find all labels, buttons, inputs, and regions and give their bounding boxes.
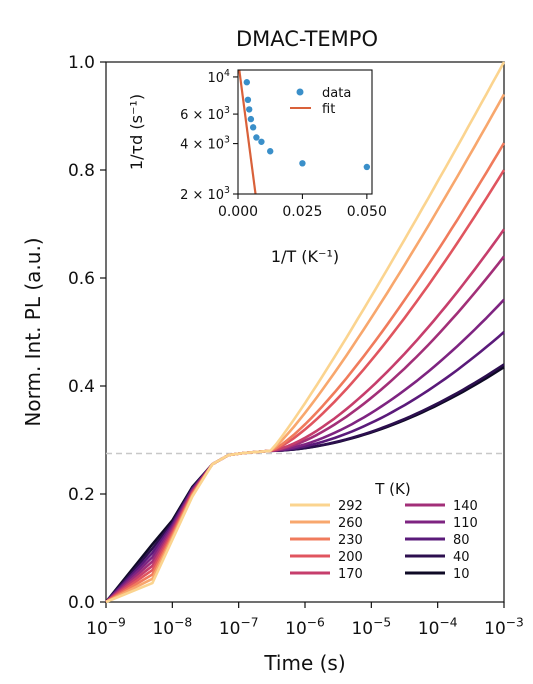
inset-data-point xyxy=(299,160,306,167)
main-legend: T (K) 292 260 230 200 170 140 110 80 40 10 xyxy=(290,480,478,582)
legend-title: T (K) xyxy=(374,480,410,498)
legend-label-260: 260 xyxy=(338,516,363,531)
legend-label-10: 10 xyxy=(453,567,470,582)
inset-y-axis-label: 1/τd (s⁻¹) xyxy=(127,94,146,170)
inset-x-axis-label: 1/T (K⁻¹) xyxy=(271,247,339,266)
inset-x-tick-label: 0.050 xyxy=(347,204,387,220)
legend-label-110: 110 xyxy=(453,516,478,531)
inset-data-point xyxy=(244,96,252,104)
inset-legend-data-marker xyxy=(296,88,304,96)
legend-label-200: 200 xyxy=(338,550,363,565)
y-tick-label: 0.4 xyxy=(68,377,95,397)
series-line-292K xyxy=(105,61,506,604)
y-tick-label: 0.2 xyxy=(68,485,95,505)
inset-background xyxy=(238,70,372,194)
x-tick-label: 10−5 xyxy=(351,615,391,639)
chart-title: DMAC-TEMPO xyxy=(236,27,378,51)
inset-data-point xyxy=(253,134,260,141)
series-line-230K xyxy=(105,142,506,604)
x-tick-label: 10−7 xyxy=(219,615,259,639)
inset-y-tick-label: 2 × 103 xyxy=(180,185,230,203)
inset-y-tick-label: 4 × 103 xyxy=(180,135,230,153)
inset-frame xyxy=(237,69,373,195)
y-tick-label: 1.0 xyxy=(68,53,95,73)
inset-data-point xyxy=(246,106,253,113)
inset-data-point xyxy=(258,138,265,145)
x-axis-label: Time (s) xyxy=(263,651,345,675)
y-tick-label: 0.8 xyxy=(68,161,95,181)
x-tick-label: 10−3 xyxy=(484,615,524,639)
legend-label-140: 140 xyxy=(453,499,478,514)
inset-axis-ticks: 0.000 0.025 0.050 2 × 103 4 × 103 6 × 103 104 xyxy=(180,68,387,220)
inset-data-point xyxy=(249,124,257,131)
main-axis-ticks: 10−9 10−8 10−7 10−6 10−5 10−4 10−3 0.0 0.2 0.4 0.6… xyxy=(68,53,524,639)
series-line-80K xyxy=(105,331,505,603)
x-tick-label: 10−9 xyxy=(86,615,126,639)
x-tick-label: 10−4 xyxy=(418,615,458,639)
inset-x-tick-label: 0.025 xyxy=(282,204,322,220)
main-series-lines xyxy=(104,61,506,604)
x-tick-label: 10−8 xyxy=(152,615,192,639)
inset-legend-data-label: data xyxy=(322,86,351,101)
legend-label-80: 80 xyxy=(453,533,470,548)
inset-fit-line xyxy=(238,69,257,195)
inset-legend-fit-label: fit xyxy=(322,102,335,117)
inset-y-tick-label: 6 × 103 xyxy=(180,105,230,123)
inset-data-point xyxy=(243,79,251,86)
inset-legend: data fit xyxy=(290,86,351,117)
inset-x-tick-label: 0.000 xyxy=(218,204,258,220)
inset-data-point xyxy=(267,148,274,155)
y-tick-label: 0.6 xyxy=(68,269,95,289)
legend-items: 292 260 230 200 170 140 110 80 40 10 xyxy=(290,499,478,582)
series-line-40K xyxy=(105,363,505,603)
x-tick-label: 10−6 xyxy=(285,615,325,639)
inset-data-point xyxy=(247,115,255,123)
legend-label-292: 292 xyxy=(338,499,363,514)
legend-label-170: 170 xyxy=(338,567,363,582)
y-tick-label: 0.0 xyxy=(68,593,95,613)
y-axis-label: Norm. Int. PL (a.u.) xyxy=(21,237,45,426)
legend-label-40: 40 xyxy=(453,550,470,565)
inset-data-point xyxy=(363,163,371,171)
inset-y-tick-label: 104 xyxy=(208,68,231,86)
inset-marks xyxy=(238,69,371,195)
legend-label-230: 230 xyxy=(338,533,363,548)
